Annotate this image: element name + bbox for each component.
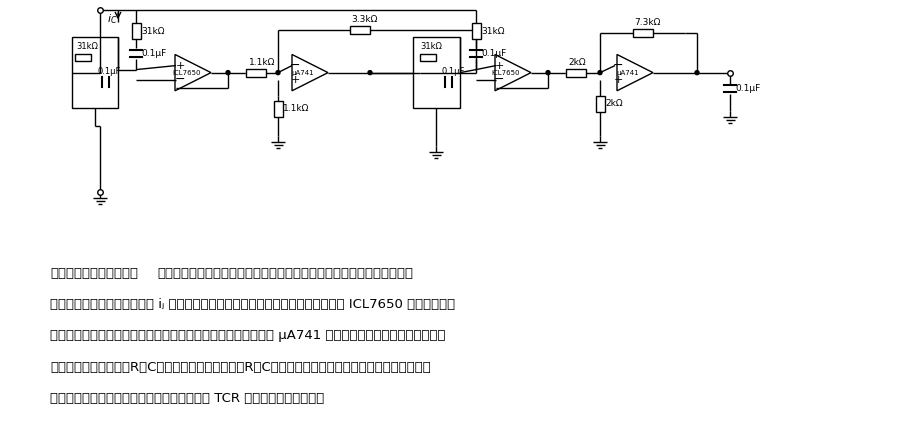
- Text: 0.1μF: 0.1μF: [735, 84, 761, 93]
- Text: 1.1kΩ: 1.1kΩ: [249, 58, 276, 67]
- Circle shape: [695, 71, 699, 75]
- Text: 31kΩ: 31kΩ: [481, 27, 505, 36]
- Circle shape: [368, 71, 372, 75]
- Text: −: −: [174, 73, 185, 86]
- Text: $i_C$: $i_C$: [107, 12, 118, 26]
- Text: 相。图中选频网络中的R、C値适用于工频信号，改变R、C値可选择不同频率信号，对于要求滤波后的信: 相。图中选频网络中的R、C値适用于工频信号，改变R、C値可选择不同频率信号，对于…: [50, 361, 431, 374]
- Text: 1.1kΩ: 1.1kΩ: [283, 105, 310, 113]
- Text: +: +: [494, 61, 504, 71]
- Bar: [595, 96, 604, 112]
- Bar: [72, 37, 118, 108]
- Text: 31kΩ: 31kΩ: [76, 42, 98, 51]
- Bar: [75, 54, 91, 61]
- Text: ICL7650: ICL7650: [173, 70, 201, 75]
- Text: 0.1μF: 0.1μF: [141, 49, 166, 58]
- Bar: [471, 23, 480, 39]
- Bar: [350, 26, 370, 34]
- Text: 2kΩ: 2kΩ: [568, 58, 585, 67]
- Bar: [413, 37, 460, 108]
- Text: −: −: [494, 73, 504, 86]
- Text: +: +: [175, 61, 184, 71]
- Bar: [131, 23, 141, 39]
- Text: 7.3kΩ: 7.3kΩ: [634, 18, 660, 27]
- Bar: [566, 68, 586, 77]
- Bar: [420, 54, 436, 61]
- Bar: [246, 68, 266, 77]
- Text: ICL7650: ICL7650: [492, 70, 520, 75]
- Text: 3.3kΩ: 3.3kΩ: [351, 15, 377, 24]
- Text: 0.1μF: 0.1μF: [98, 67, 121, 76]
- Text: 0.1μF: 0.1μF: [481, 49, 506, 58]
- Bar: [633, 29, 653, 37]
- Text: 频网络以改善滤波效果。图中 iⱼ 取自电流互感器的副边。两级选频网络后面都接有 ICL7650 高精度自调零: 频网络以改善滤波效果。图中 iⱼ 取自电流互感器的副边。两级选频网络后面都接有 …: [50, 298, 455, 311]
- Text: −: −: [613, 59, 624, 72]
- Text: 用选频网络构成检测电路: 用选频网络构成检测电路: [50, 267, 138, 280]
- Text: 本电路是利用选频网络作为滤波环节的电容电流检测电路，采用两级选: 本电路是利用选频网络作为滤波环节的电容电流检测电路，采用两级选: [157, 267, 414, 280]
- Circle shape: [226, 71, 230, 75]
- Circle shape: [546, 71, 550, 75]
- Bar: [274, 101, 282, 117]
- Circle shape: [598, 71, 602, 75]
- Text: 31kΩ: 31kΩ: [420, 42, 442, 51]
- Text: 2kΩ: 2kΩ: [605, 99, 623, 109]
- Text: 放大器构成的电压跟随器，以提高选频网络带负载的能力。两级 μA741 起反相放大作用，使输出与输入同: 放大器构成的电压跟随器，以提高选频网络带负载的能力。两级 μA741 起反相放大…: [50, 329, 446, 342]
- Text: −: −: [289, 59, 300, 72]
- Text: +: +: [290, 75, 299, 85]
- Text: 0.1μF: 0.1μF: [441, 67, 465, 76]
- Text: μA741: μA741: [616, 70, 639, 75]
- Text: 31kΩ: 31kΩ: [141, 27, 164, 36]
- Text: +: +: [614, 75, 623, 85]
- Text: μA741: μA741: [291, 70, 314, 75]
- Text: 号与原信号相同的场合特别适用。此电路用于 TCR 动态无功补偿电路中。: 号与原信号相同的场合特别适用。此电路用于 TCR 动态无功补偿电路中。: [50, 392, 324, 405]
- Circle shape: [276, 71, 280, 75]
